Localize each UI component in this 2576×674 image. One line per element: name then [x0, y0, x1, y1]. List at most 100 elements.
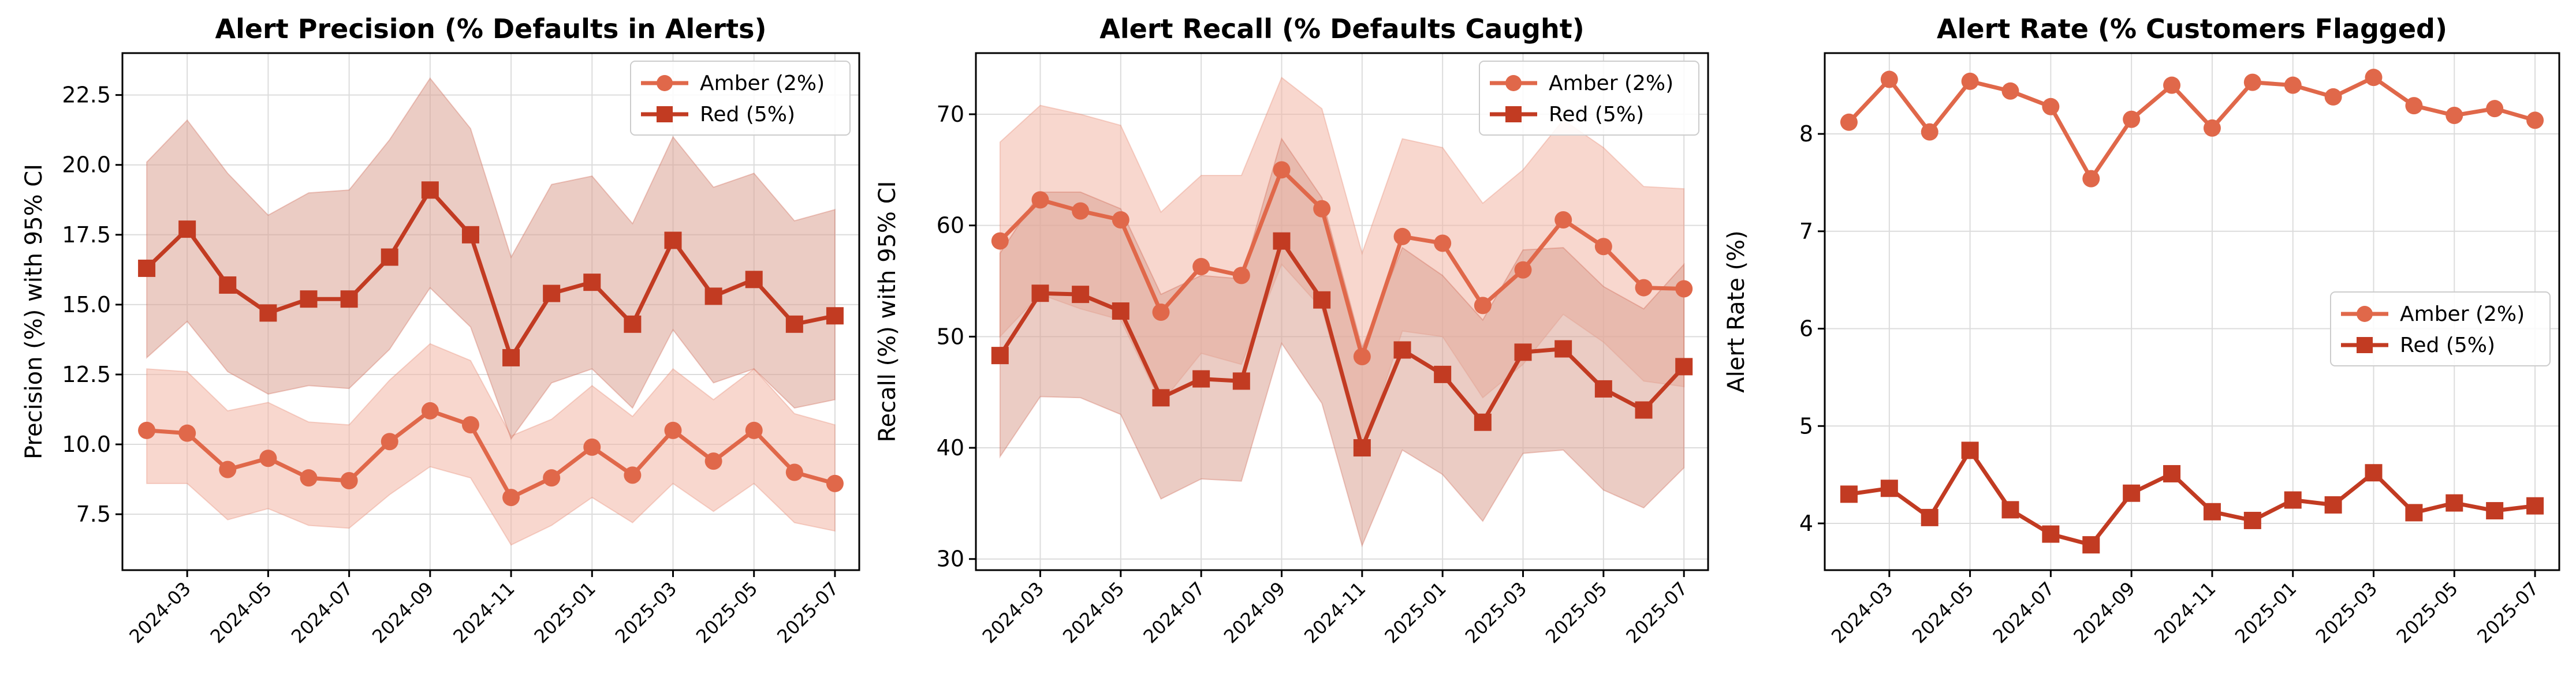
plot-frame	[975, 52, 1709, 571]
data-point-amber	[1353, 348, 1371, 366]
legend: Amber (2%) Red (5%)	[2330, 291, 2551, 366]
legend-label: Amber (2%)	[2400, 302, 2525, 326]
data-point-amber	[421, 402, 439, 420]
data-point-red	[1554, 340, 1572, 358]
data-point-amber	[2405, 97, 2423, 115]
data-point-amber	[2082, 170, 2100, 188]
data-point-red	[1031, 284, 1049, 302]
data-point-red	[461, 226, 479, 244]
data-point-red	[2163, 465, 2181, 482]
data-point-red	[2526, 497, 2544, 515]
data-point-red	[1393, 341, 1411, 359]
legend-label: Red (5%)	[1549, 103, 1644, 126]
y-axis-label: Alert Rate (%)	[1723, 230, 1750, 393]
x-tick-label: 2024-03	[978, 578, 1048, 647]
data-point-amber	[1840, 113, 1858, 131]
data-point-red	[1635, 401, 1653, 419]
legend-box	[630, 61, 851, 136]
data-point-red	[826, 307, 844, 325]
y-tick-label: 17.5	[62, 222, 111, 248]
data-point-red	[2042, 525, 2060, 543]
x-tick-label: 2025-05	[2392, 578, 2462, 647]
data-point-amber	[543, 469, 561, 487]
data-point-amber	[2365, 69, 2383, 87]
x-tick-label: 2024-11	[1300, 578, 1370, 647]
data-point-red	[2203, 503, 2221, 521]
data-point-red	[543, 284, 561, 302]
data-point-amber	[826, 474, 844, 492]
legend: Amber (2%) Red (5%)	[1479, 61, 1699, 136]
data-point-amber	[1112, 211, 1129, 229]
data-point-red	[2284, 491, 2302, 509]
data-point-red	[2082, 536, 2100, 554]
data-point-red	[1192, 370, 1210, 388]
x-tick-label: 2024-03	[125, 578, 195, 647]
data-point-amber	[583, 438, 601, 456]
data-point-red	[991, 347, 1009, 365]
data-point-amber	[2123, 110, 2141, 128]
series-line-red	[1848, 448, 2536, 547]
data-point-red	[704, 287, 722, 305]
data-point-amber	[1514, 261, 1532, 279]
y-tick-label: 5	[1799, 413, 1813, 439]
y-tick-label: 10.0	[62, 432, 111, 457]
data-point-red	[1152, 389, 1170, 407]
plot-frame	[121, 52, 860, 571]
data-point-red	[745, 271, 763, 289]
data-point-red	[1594, 380, 1612, 398]
legend-box	[2330, 291, 2551, 366]
data-point-amber	[1192, 257, 1210, 275]
x-tick-label: 2024-09	[1220, 578, 1289, 647]
y-tick-label: 8	[1799, 121, 1813, 147]
data-point-red	[2365, 464, 2383, 482]
y-tick-label: 50	[937, 324, 964, 349]
legend-marker-square	[1505, 106, 1522, 122]
data-point-amber	[2203, 119, 2221, 137]
y-tick-label: 20.0	[62, 152, 111, 178]
y-tick-label: 4	[1799, 511, 1813, 536]
data-point-amber	[1635, 279, 1653, 297]
data-point-red	[381, 248, 398, 266]
data-point-amber	[1434, 234, 1452, 252]
data-point-red	[785, 315, 803, 333]
plot-frame	[1824, 52, 2560, 571]
data-point-red	[178, 220, 196, 238]
data-point-red	[1273, 232, 1291, 250]
y-tick-label: 7.5	[76, 501, 111, 527]
x-tick-label: 2024-09	[368, 578, 438, 647]
data-point-amber	[624, 466, 642, 484]
y-tick-label: 60	[937, 213, 964, 238]
data-point-amber	[1232, 267, 1250, 284]
data-point-amber	[704, 452, 722, 470]
data-point-amber	[664, 421, 682, 439]
data-point-amber	[300, 469, 318, 487]
data-point-amber	[2001, 82, 2019, 100]
data-point-red	[1675, 358, 1693, 376]
data-point-amber	[381, 433, 398, 451]
data-point-red	[664, 231, 682, 249]
y-tick-label: 7	[1799, 219, 1813, 244]
data-point-red	[138, 259, 156, 277]
y-axis-label: Recall (%) with 95% CI	[874, 181, 901, 443]
x-tick-label: 2024-05	[206, 578, 276, 647]
x-tick-label: 2025-01	[2231, 578, 2301, 647]
chart-panel-3: 4 5 6 7 8 2024-03 2024-05 2024-07 2024-09 2024-11…	[1723, 13, 2560, 647]
data-point-red	[219, 276, 237, 294]
data-point-amber	[745, 421, 763, 439]
data-point-amber	[1675, 280, 1693, 298]
data-point-red	[1313, 291, 1331, 309]
data-point-red	[624, 315, 642, 333]
x-tick-label: 2024-07	[287, 578, 357, 647]
legend: Amber (2%) Red (5%)	[630, 61, 851, 136]
data-point-red	[1353, 439, 1371, 457]
data-point-red	[2243, 511, 2261, 529]
x-tick-label: 2024-07	[1989, 578, 2059, 647]
data-point-red	[2123, 484, 2141, 502]
data-point-amber	[2042, 98, 2060, 115]
data-point-amber	[1961, 72, 1979, 90]
x-tick-label: 2025-07	[2473, 578, 2543, 647]
data-point-red	[583, 274, 601, 291]
data-point-red	[1514, 343, 1532, 361]
